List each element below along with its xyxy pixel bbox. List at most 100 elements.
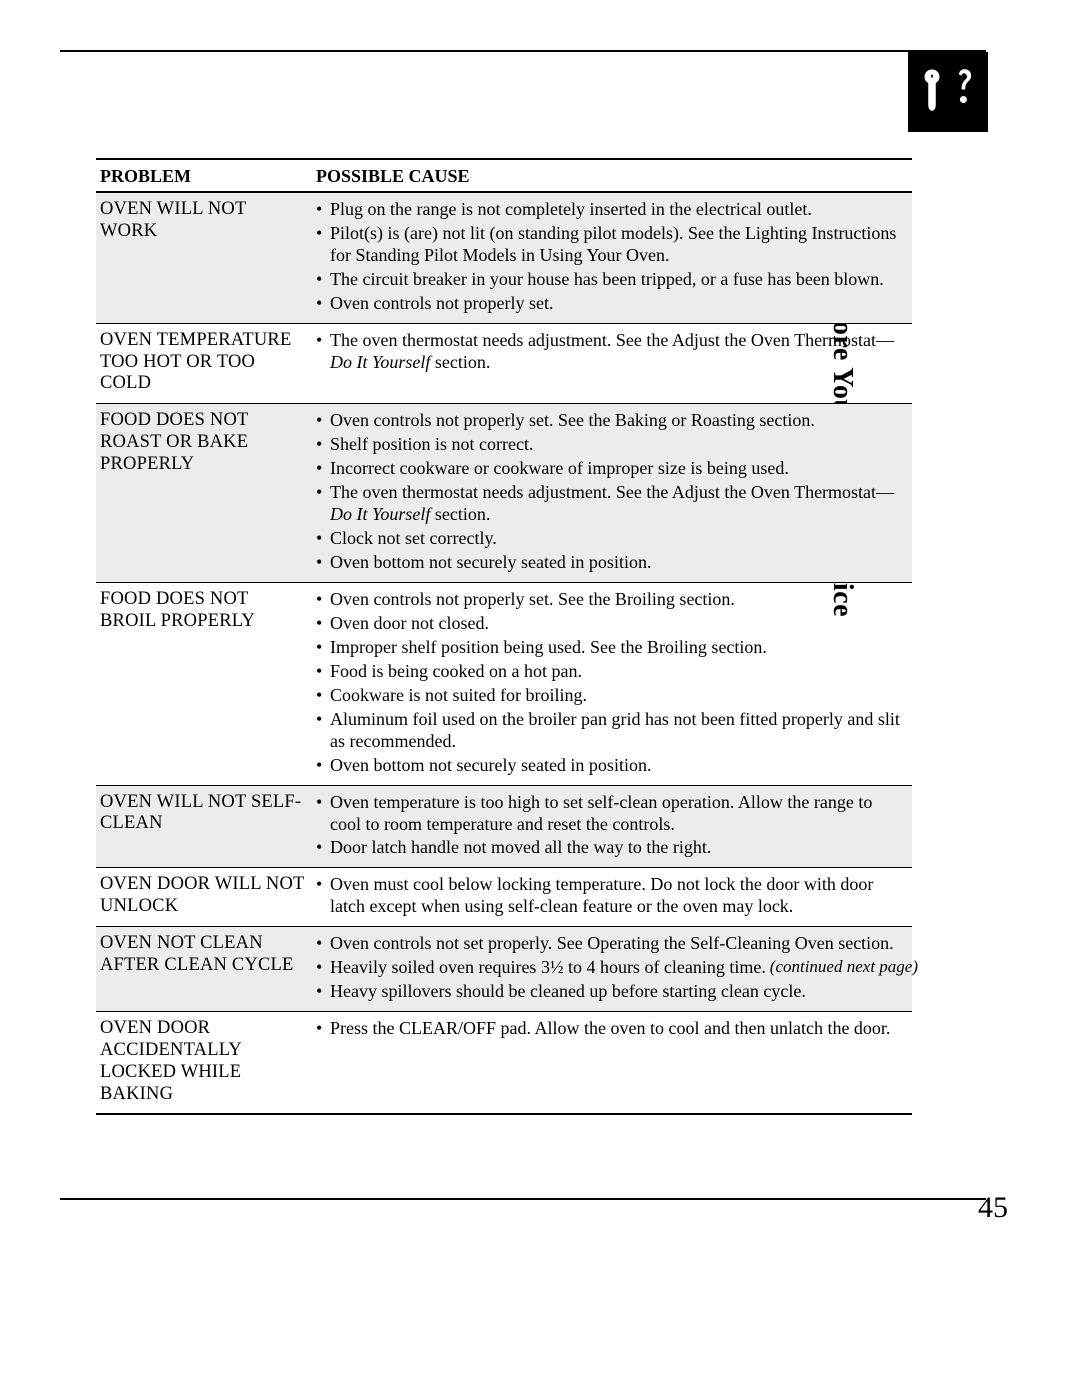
cause-item: •Shelf position is not correct. [316, 434, 906, 456]
cause-item: •Oven controls not properly set. See the… [316, 589, 906, 611]
bullet: • [316, 199, 330, 221]
cause-text: Press the CLEAR/OFF pad. Allow the oven … [330, 1018, 906, 1040]
bullet: • [316, 685, 330, 707]
cause-item: •Clock not set correctly. [316, 528, 906, 550]
bullet: • [316, 981, 330, 1003]
bullet: • [316, 933, 330, 955]
cause-item: •Heavy spillovers should be cleaned up b… [316, 981, 906, 1003]
bullet: • [316, 589, 330, 611]
cause-item: •Oven controls not set properly. See Ope… [316, 933, 906, 955]
cause-item: •Cookware is not suited for broiling. [316, 685, 906, 707]
cause-text: Oven temperature is too high to set self… [330, 792, 906, 836]
table-row: OVEN TEMPERATURE TOO HOT OR TOO COLD•The… [96, 323, 912, 403]
bullet: • [316, 637, 330, 659]
cause-text: Oven must cool below locking temperature… [330, 874, 906, 918]
bullet: • [316, 482, 330, 526]
bullet: • [316, 528, 330, 550]
bullet: • [316, 613, 330, 635]
cause-text: Oven controls not properly set. See the … [330, 589, 906, 611]
table-row: OVEN WILL NOT WORK•Plug on the range is … [96, 192, 912, 323]
bullet: • [316, 837, 330, 859]
cause-item: •The oven thermostat needs adjustment. S… [316, 330, 906, 374]
problem-cell: OVEN DOOR WILL NOT UNLOCK [96, 868, 312, 927]
cause-item: •Oven must cool below locking temperatur… [316, 874, 906, 918]
bullet: • [316, 661, 330, 683]
cause-text: Oven controls not properly set. [330, 293, 906, 315]
table-row: OVEN DOOR ACCIDENTALLY LOCKED WHILE BAKI… [96, 1012, 912, 1115]
question-icon [949, 67, 979, 117]
cause-item: •Oven bottom not securely seated in posi… [316, 755, 906, 777]
cause-item: •Press the CLEAR/OFF pad. Allow the oven… [316, 1018, 906, 1040]
cause-cell: •Oven controls not properly set. See the… [312, 404, 912, 583]
bullet: • [316, 755, 330, 777]
table-row: FOOD DOES NOT ROAST OR BAKE PROPERLY•Ove… [96, 404, 912, 583]
cause-text: The oven thermostat needs adjustment. Se… [330, 330, 906, 374]
cause-text: Shelf position is not correct. [330, 434, 906, 456]
page-frame: Before You Call for Service PROBLEM POSS… [60, 50, 986, 1200]
cause-item: •Oven controls not properly set. [316, 293, 906, 315]
cause-text: Oven bottom not securely seated in posit… [330, 552, 906, 574]
bullet: • [316, 223, 330, 267]
cause-item: •Food is being cooked on a hot pan. [316, 661, 906, 683]
section-icon [908, 52, 988, 132]
bullet: • [316, 434, 330, 456]
cause-cell: •Oven must cool below locking temperatur… [312, 868, 912, 927]
bullet: • [316, 709, 330, 753]
cause-cell: •Plug on the range is not completely ins… [312, 192, 912, 323]
wrench-icon [917, 67, 947, 117]
cause-text: Food is being cooked on a hot pan. [330, 661, 906, 683]
problem-cell: FOOD DOES NOT ROAST OR BAKE PROPERLY [96, 404, 312, 583]
bullet: • [316, 957, 330, 979]
cause-text: Incorrect cookware or cookware of improp… [330, 458, 906, 480]
table-row: OVEN DOOR WILL NOT UNLOCK•Oven must cool… [96, 868, 912, 927]
bullet: • [316, 552, 330, 574]
cause-text: Heavy spillovers should be cleaned up be… [330, 981, 906, 1003]
header-problem: PROBLEM [96, 159, 312, 192]
header-cause: POSSIBLE CAUSE [312, 159, 912, 192]
cause-item: •Oven temperature is too high to set sel… [316, 792, 906, 836]
problem-cell: FOOD DOES NOT BROIL PROPERLY [96, 582, 312, 785]
bullet: • [316, 269, 330, 291]
cause-item: •The oven thermostat needs adjustment. S… [316, 482, 906, 526]
cause-text: Plug on the range is not completely inse… [330, 199, 906, 221]
bullet: • [316, 293, 330, 315]
problem-cell: OVEN WILL NOT SELF-CLEAN [96, 785, 312, 868]
page-number: 45 [978, 1191, 1008, 1225]
cause-text: Door latch handle not moved all the way … [330, 837, 906, 859]
cause-text: Oven door not closed. [330, 613, 906, 635]
cause-item: •Aluminum foil used on the broiler pan g… [316, 709, 906, 753]
cause-item: •Oven controls not properly set. See the… [316, 410, 906, 432]
cause-text: Oven bottom not securely seated in posit… [330, 755, 906, 777]
table-row: OVEN WILL NOT SELF-CLEAN•Oven temperatur… [96, 785, 912, 868]
continued-note: (continued next page) [770, 957, 918, 977]
cause-item: •Plug on the range is not completely ins… [316, 199, 906, 221]
cause-item: •Incorrect cookware or cookware of impro… [316, 458, 906, 480]
cause-text: Oven controls not properly set. See the … [330, 410, 906, 432]
cause-text: Oven controls not set properly. See Oper… [330, 933, 906, 955]
cause-cell: •The oven thermostat needs adjustment. S… [312, 323, 912, 403]
cause-cell: •Oven controls not properly set. See the… [312, 582, 912, 785]
cause-item: •The circuit breaker in your house has b… [316, 269, 906, 291]
cause-cell: •Press the CLEAR/OFF pad. Allow the oven… [312, 1012, 912, 1115]
cause-text: The oven thermostat needs adjustment. Se… [330, 482, 906, 526]
cause-item: •Oven bottom not securely seated in posi… [316, 552, 906, 574]
bullet: • [316, 1018, 330, 1040]
cause-text: The circuit breaker in your house has be… [330, 269, 906, 291]
table-row: FOOD DOES NOT BROIL PROPERLY•Oven contro… [96, 582, 912, 785]
cause-text: Pilot(s) is (are) not lit (on standing p… [330, 223, 906, 267]
bullet: • [316, 458, 330, 480]
problem-cell: OVEN WILL NOT WORK [96, 192, 312, 323]
cause-text: Aluminum foil used on the broiler pan gr… [330, 709, 906, 753]
bullet: • [316, 410, 330, 432]
cause-item: •Improper shelf position being used. See… [316, 637, 906, 659]
problem-cell: OVEN DOOR ACCIDENTALLY LOCKED WHILE BAKI… [96, 1012, 312, 1115]
problem-cell: OVEN NOT CLEAN AFTER CLEAN CYCLE [96, 927, 312, 1012]
cause-item: •Oven door not closed. [316, 613, 906, 635]
cause-item: •Pilot(s) is (are) not lit (on standing … [316, 223, 906, 267]
bullet: • [316, 330, 330, 374]
cause-text: Clock not set correctly. [330, 528, 906, 550]
bullet: • [316, 874, 330, 918]
problem-cell: OVEN TEMPERATURE TOO HOT OR TOO COLD [96, 323, 312, 403]
cause-text: Improper shelf position being used. See … [330, 637, 906, 659]
cause-text: Cookware is not suited for broiling. [330, 685, 906, 707]
